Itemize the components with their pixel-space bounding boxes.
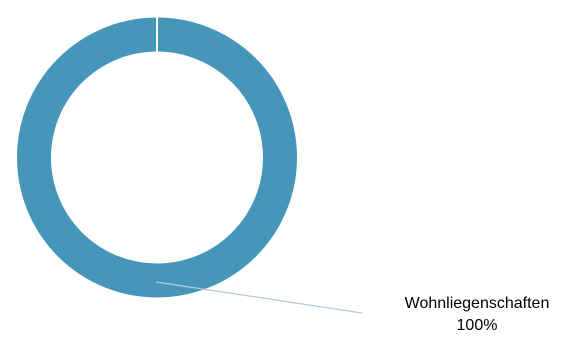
donut-slices (17, 16, 297, 298)
donut-slice-wohnliegenschaften (17, 17, 297, 298)
data-label-leader-line (155, 281, 363, 314)
data-label-value: 100% (457, 317, 498, 334)
data-label-category: Wohnliegenschaften (405, 295, 550, 312)
